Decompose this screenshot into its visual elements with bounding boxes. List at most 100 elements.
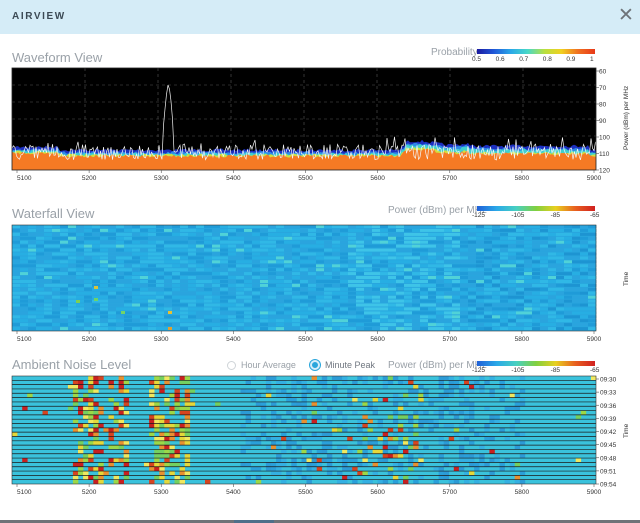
probability-colorbar <box>477 49 595 54</box>
waterfall-cell <box>260 272 269 276</box>
waterfall-cell <box>68 319 77 323</box>
waterfall-cell <box>188 295 197 299</box>
waterfall-cell <box>100 323 109 327</box>
waterfall-cell <box>340 287 349 291</box>
waterfall-cell <box>100 287 109 291</box>
waterfall-cell <box>28 260 37 264</box>
noise-cell <box>387 445 394 450</box>
waterfall-cell <box>436 272 445 276</box>
waterfall-cell <box>404 311 413 315</box>
waterfall-cell <box>268 323 277 327</box>
noise-cell <box>179 410 185 415</box>
minute-peak-radio[interactable]: Minute Peak <box>310 360 375 370</box>
waterfall-cell <box>52 315 61 319</box>
waterfall-cell <box>444 327 453 331</box>
waterfall-cell <box>572 280 581 283</box>
waterfall-cell <box>116 323 125 327</box>
noise-cell <box>306 462 312 467</box>
noise-cell <box>255 475 262 480</box>
waterfall-cell <box>244 311 253 315</box>
waterfall-cell <box>404 268 413 272</box>
waterfall-cell <box>532 252 541 256</box>
waterfall-cell <box>260 225 269 228</box>
waterfall-cell <box>340 248 349 252</box>
waterfall-cell <box>212 323 221 327</box>
waterfall-cell <box>500 256 509 260</box>
waterfall-cell <box>404 228 413 232</box>
noise-cell <box>408 453 414 459</box>
waterfall-cell <box>28 291 37 295</box>
waterfall-cell <box>108 295 117 299</box>
noise-cell <box>184 432 191 437</box>
waterfall-cell <box>196 256 205 260</box>
close-icon[interactable]: ✕ <box>618 5 634 26</box>
waterfall-cell <box>68 315 77 319</box>
waterfall-cell <box>36 236 45 240</box>
noise-cell <box>250 389 257 394</box>
waterfall-cell <box>580 291 589 295</box>
background-tab <box>234 520 274 523</box>
waterfall-cell <box>124 248 133 252</box>
waterfall-cell <box>396 323 405 327</box>
waterfall-cell <box>444 291 453 295</box>
waterfall-cell <box>252 283 261 287</box>
waterfall-cell <box>460 311 469 315</box>
waterfall-cell <box>460 307 469 311</box>
waterfall-cell <box>364 240 373 244</box>
waterfall-cell <box>524 272 533 276</box>
waterfall-cell <box>124 323 133 327</box>
waterfall-cell <box>332 327 341 331</box>
waterfall-cell <box>524 240 533 244</box>
waterfall-cell <box>260 280 269 283</box>
waterfall-cell <box>212 311 221 315</box>
waterfall-cell <box>188 283 197 287</box>
waterfall-cell <box>84 232 93 236</box>
waterfall-cell <box>332 303 341 307</box>
waterfall-cell <box>548 244 557 248</box>
noise-cell <box>164 458 170 463</box>
noise-cell <box>469 462 475 467</box>
waterfall-cell <box>420 319 429 323</box>
waterfall-cell <box>236 240 245 244</box>
noise-cell <box>154 440 160 446</box>
waterfall-cell <box>444 315 453 319</box>
waterfall-cell <box>76 280 85 283</box>
waterfall-cell <box>116 319 125 323</box>
noise-cell <box>392 397 399 402</box>
noise-cell <box>108 384 114 389</box>
waterfall-cell <box>252 311 261 315</box>
noise-cell <box>469 389 475 394</box>
waterfall-cell <box>36 327 45 331</box>
waterfall-cell <box>484 256 493 260</box>
waterfall-cell <box>204 287 213 291</box>
waterfall-cell <box>340 228 349 232</box>
waterfall-cell <box>124 252 133 256</box>
noise-cell <box>260 401 267 407</box>
waterfall-cell <box>36 311 45 315</box>
waterfall-cell <box>588 236 597 240</box>
noise-cell <box>352 479 358 484</box>
waterfall-cell <box>284 287 293 291</box>
waterfall-cell <box>164 319 173 323</box>
waterfall-cell <box>428 283 437 287</box>
waterfall-cell <box>44 295 53 299</box>
noise-cell <box>118 389 124 394</box>
waterfall-cell <box>588 299 597 303</box>
noise-cell <box>458 389 465 394</box>
waterfall-cell <box>340 276 349 279</box>
waterfall-cell <box>236 225 245 228</box>
noise-cell <box>372 440 378 446</box>
noise-cell <box>240 423 246 428</box>
waterfall-cell <box>140 323 149 327</box>
noise-cell <box>108 414 114 420</box>
waterfall-cell <box>236 303 245 307</box>
waterfall-cell <box>276 276 285 279</box>
noise-cell <box>458 458 465 463</box>
waterfall-cell <box>324 236 333 240</box>
noise-cell <box>438 384 444 389</box>
hour-average-radio[interactable]: Hour Average <box>227 360 296 370</box>
waterfall-hotspot <box>168 311 172 314</box>
waterfall-cell <box>268 244 277 248</box>
noise-cell <box>123 458 130 463</box>
waterfall-cell <box>540 252 549 256</box>
